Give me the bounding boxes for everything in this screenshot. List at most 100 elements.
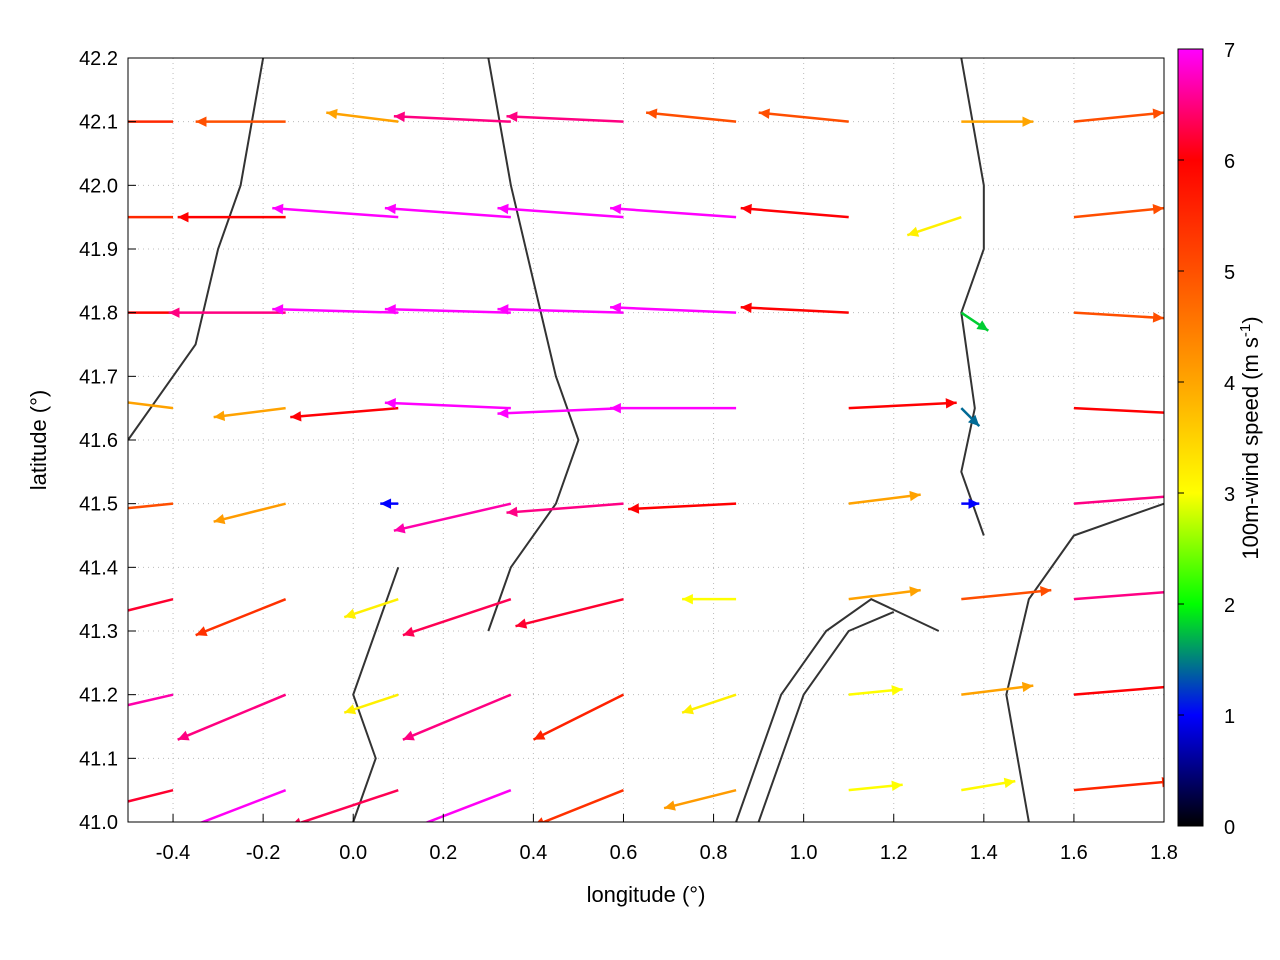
colorbar-label-sup: -1: [1237, 324, 1254, 337]
arrow-head: [272, 304, 284, 315]
arrow-head: [384, 203, 397, 215]
wind-vector: [101, 395, 174, 410]
contour-line: [735, 598, 940, 822]
y-tick-label: 41.1: [79, 748, 118, 770]
wind-vector: [740, 203, 849, 219]
wind-vector: [128, 120, 174, 123]
wind-vector: [343, 693, 399, 715]
wind-vector: [906, 215, 962, 237]
arrow-head: [533, 730, 546, 740]
arrow-head: [664, 800, 676, 811]
arrow-head: [380, 498, 392, 509]
arrow-head: [968, 498, 980, 509]
wind-vector: [424, 789, 512, 822]
wind-vector: [682, 593, 737, 605]
x-tick-label: 1.0: [790, 842, 818, 864]
wind-vector: [663, 788, 737, 811]
wind-vector: [384, 398, 511, 410]
arrow-head: [101, 395, 112, 405]
arrow-head: [1152, 108, 1164, 119]
wind-vector: [402, 693, 512, 741]
wind-vector: [177, 693, 287, 741]
arrow-head: [909, 586, 921, 597]
wind-vector: [848, 490, 921, 505]
contour-line: [960, 58, 985, 536]
arrow-head: [967, 414, 980, 427]
wind-vector: [740, 302, 849, 314]
wind-vector: [1073, 311, 1164, 323]
wind-vector: [961, 777, 1016, 792]
wind-vector: [384, 304, 511, 315]
x-tick-label: 1.4: [970, 842, 998, 864]
wind-vectors: [65, 108, 1164, 836]
y-tick-label: 41.2: [79, 685, 118, 707]
colorbar-ticks: 0 1 2 3 4 5 6 7: [1178, 40, 1235, 839]
y-tick-label: 41.6: [79, 430, 118, 452]
arrow-head: [646, 108, 658, 119]
wind-vector: [213, 406, 286, 422]
wind-vector: [393, 111, 511, 123]
arrow-head: [610, 203, 622, 215]
wind-vector: [272, 203, 399, 219]
wind-vector: [848, 780, 903, 792]
arrow-head: [740, 203, 752, 215]
wind-vector: [961, 681, 1034, 696]
colorbar-tick-label: 3: [1224, 484, 1235, 506]
contour-line: [128, 58, 265, 441]
x-tick-label: 0.2: [429, 842, 457, 864]
arrow-head: [344, 608, 357, 619]
arrow-head: [891, 685, 903, 696]
wind-vector: [610, 402, 737, 414]
wind-vector: [1073, 776, 1164, 792]
y-tick-label: 42.0: [79, 175, 118, 197]
wind-vector: [681, 693, 737, 715]
arrow-head: [610, 302, 622, 313]
wind-vector: [326, 108, 399, 123]
wind-vector: [128, 693, 174, 707]
wind-vector: [848, 586, 921, 601]
arrow-head: [213, 513, 226, 525]
arrow-head: [1022, 116, 1034, 127]
wind-vector: [380, 498, 399, 509]
wind-vector: [393, 502, 512, 534]
arrow-head: [945, 398, 957, 409]
arrow-head: [169, 826, 181, 836]
x-tick-label: 1.8: [1150, 842, 1178, 864]
arrow-head: [384, 304, 396, 315]
arrow-head: [1040, 586, 1052, 597]
contour-line: [352, 566, 400, 822]
x-tick-label: 0.6: [610, 842, 638, 864]
arrow-head: [213, 410, 226, 422]
wind-vector: [1073, 590, 1164, 601]
arrow-head: [891, 780, 903, 792]
y-axis-ticks: 41.0 41.1 41.2 41.3 41.4 41.5 41.6 41.7 41.8 41.9…: [79, 48, 136, 834]
wind-vector: [1073, 406, 1164, 414]
wind-vector: [272, 304, 399, 315]
arrow-head: [497, 203, 509, 215]
x-tick-label: -0.4: [156, 842, 190, 864]
x-axis-label: longitude (°): [587, 882, 706, 907]
contour-line: [1005, 502, 1164, 822]
wind-vector: [961, 586, 1052, 601]
wind-vector: [384, 203, 511, 219]
x-tick-label: 1.2: [880, 842, 908, 864]
wind-vector: [402, 597, 512, 637]
y-tick-label: 41.0: [79, 812, 118, 834]
arrow-head: [65, 307, 76, 317]
y-tick-label: 41.4: [79, 557, 118, 579]
colorbar-label-text: 100m-wind speed (m s: [1238, 337, 1263, 560]
wind-vector: [515, 597, 624, 629]
x-tick-label: 0.4: [519, 842, 547, 864]
arrow-head: [272, 203, 284, 215]
arrow-head: [294, 817, 301, 822]
arrow-head: [1021, 681, 1034, 693]
arrow-head: [402, 730, 415, 741]
arrow-head: [537, 817, 544, 822]
y-tick-label: 41.3: [79, 621, 118, 643]
wind-vector: [65, 597, 174, 628]
arrow-head: [682, 704, 694, 715]
wind-vector: [610, 302, 737, 314]
arrow-head: [65, 618, 77, 628]
wind-vector: [497, 406, 624, 419]
wind-vector: [213, 502, 286, 525]
